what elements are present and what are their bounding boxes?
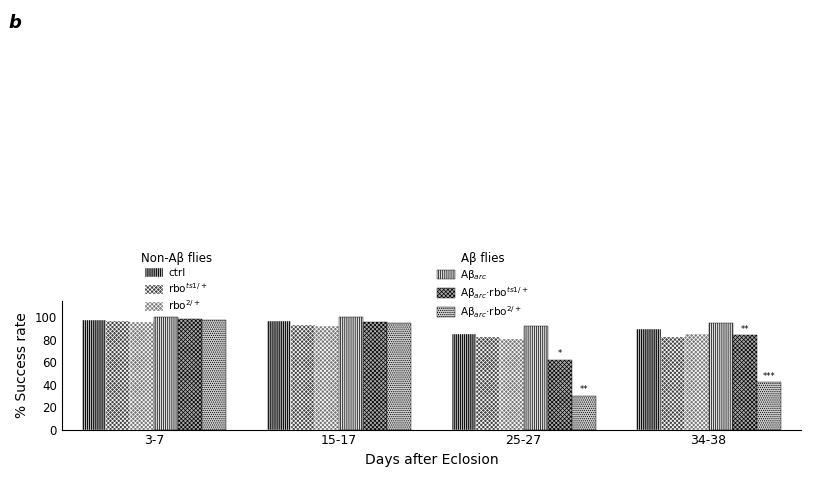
Bar [267, 321, 290, 429]
Bar [756, 383, 781, 429]
Bar [106, 321, 130, 429]
Bar [339, 318, 363, 429]
Y-axis label: % Success rate: % Success rate [15, 312, 29, 418]
Bar [572, 396, 596, 429]
Bar [363, 322, 387, 429]
Bar [524, 326, 548, 429]
Bar [660, 336, 685, 429]
Text: **: ** [579, 385, 588, 394]
Bar [154, 318, 178, 429]
Bar [733, 335, 756, 429]
Text: ***: *** [762, 372, 775, 381]
Text: **: ** [740, 325, 749, 334]
Bar [452, 335, 476, 429]
Bar [202, 320, 226, 429]
Bar [548, 360, 572, 429]
Bar [315, 326, 339, 429]
Bar [130, 322, 154, 429]
Bar [499, 339, 524, 429]
Bar [636, 329, 660, 429]
Bar [82, 320, 106, 429]
Bar [685, 335, 708, 429]
Text: *: * [557, 349, 562, 359]
X-axis label: Days after Eclosion: Days after Eclosion [365, 453, 498, 467]
Bar [476, 336, 499, 429]
Bar [387, 323, 411, 429]
Bar [708, 323, 733, 429]
Text: b: b [8, 14, 21, 32]
Bar [178, 319, 202, 429]
Legend: Aβ$_{arc}$, Aβ$_{arc}$·rbo$^{ts1/+}$, Aβ$_{arc}$·rbo$^{2/+}$: Aβ$_{arc}$, Aβ$_{arc}$·rbo$^{ts1/+}$, Aβ… [437, 252, 529, 320]
Bar [290, 325, 315, 429]
